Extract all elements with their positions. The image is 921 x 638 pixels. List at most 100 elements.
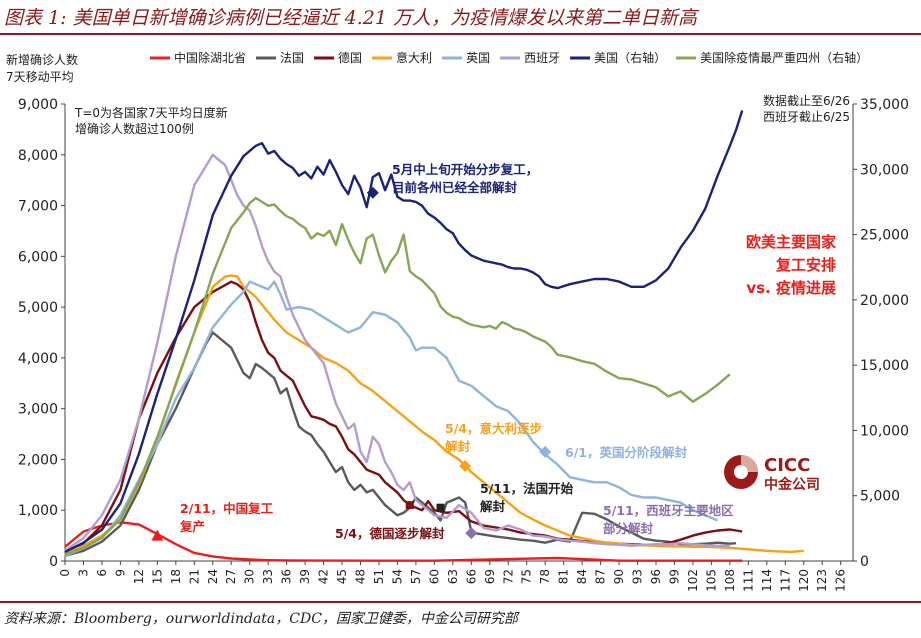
line-chart: 0 1,000 2,000 3,000 4,000 5,000 6,000 7,000 8,00… bbox=[6, 50, 909, 592]
annotation-label: 解封 bbox=[480, 499, 506, 514]
x-tick-label: 99 bbox=[667, 569, 681, 584]
legend-label: 中国除湖北省 bbox=[174, 50, 246, 65]
x-tick-label: 21 bbox=[187, 569, 201, 584]
x-tick-label: 81 bbox=[557, 569, 571, 584]
x-tick-label: 117 bbox=[778, 569, 792, 592]
annotation-label: 5/11，西班牙主要地区 bbox=[603, 503, 734, 518]
side-note: vs. 疫情进展 bbox=[746, 279, 836, 297]
x-tick-label: 57 bbox=[409, 569, 423, 584]
x-tick-label: 18 bbox=[169, 569, 183, 584]
x-tick-label: 51 bbox=[372, 569, 386, 584]
y-left-tick-label: 9,000 bbox=[18, 97, 58, 113]
annotation-label: 5/4，德国逐步解封 bbox=[335, 526, 445, 541]
x-tick-label: 45 bbox=[335, 569, 349, 584]
annotation-marker bbox=[459, 460, 472, 473]
y-left-tick-label: 3,000 bbox=[18, 402, 58, 418]
x-tick-label: 15 bbox=[150, 569, 164, 584]
x-tick-label: 63 bbox=[446, 569, 460, 584]
x-tick-label: 0 bbox=[58, 569, 72, 577]
data-cutoff-note: 西班牙截止6/25 bbox=[763, 110, 850, 124]
y-right-tick-label: 10,000 bbox=[860, 423, 909, 439]
y-right-tick-label: 35,000 bbox=[860, 97, 909, 113]
x-tick-label: 3 bbox=[76, 569, 90, 577]
x-tick-label: 108 bbox=[723, 569, 737, 592]
y-left-tick-label: 2,000 bbox=[18, 452, 58, 468]
x-tick-label: 123 bbox=[815, 569, 829, 592]
x-tick-label: 30 bbox=[243, 569, 257, 584]
source-rule bbox=[0, 601, 921, 603]
x-tick-label: 69 bbox=[483, 569, 497, 584]
start-note: T=0为各国家7天平均日度新 bbox=[74, 105, 228, 120]
annotation-label: 5/4，意大利逐步 bbox=[445, 421, 542, 436]
y-left-tick-label: 1,000 bbox=[18, 503, 58, 519]
x-tick-label: 27 bbox=[224, 569, 238, 584]
x-tick-label: 78 bbox=[538, 569, 552, 584]
series-line bbox=[64, 280, 719, 558]
x-tick-label: 12 bbox=[132, 569, 146, 584]
series-line bbox=[64, 110, 744, 553]
x-tick-label: 111 bbox=[741, 569, 755, 592]
x-tick-label: 120 bbox=[797, 569, 811, 592]
x-tick-label: 105 bbox=[704, 569, 718, 592]
side-note: 复工安排 bbox=[775, 256, 836, 274]
legend-label: 意大利 bbox=[396, 50, 432, 65]
y-left-tick-label: 8,000 bbox=[18, 148, 58, 164]
x-tick-label: 6 bbox=[95, 569, 109, 577]
y-right-tick-label: 20,000 bbox=[860, 293, 909, 309]
annotation-marker bbox=[436, 503, 445, 512]
logo-text: CICC bbox=[764, 455, 810, 476]
title-rule bbox=[0, 33, 921, 35]
legend-label: 美国除疫情最严重四州（右轴） bbox=[700, 50, 868, 65]
x-tick-label: 24 bbox=[206, 569, 220, 584]
logo-icon-inner bbox=[734, 465, 748, 479]
x-tick-label: 96 bbox=[649, 569, 663, 584]
y-right-tick-label: 30,000 bbox=[860, 162, 909, 178]
annotation-label: 5/11，法国开始 bbox=[480, 481, 574, 496]
annotation-label: 部分解封 bbox=[603, 521, 654, 536]
x-tick-label: 39 bbox=[298, 569, 312, 584]
y-right-tick-label: 5,000 bbox=[860, 489, 900, 505]
y-right-tick-label: 15,000 bbox=[860, 358, 909, 374]
x-tick-label: 33 bbox=[261, 569, 275, 584]
x-tick-label: 102 bbox=[686, 569, 700, 592]
logo-icon-segment bbox=[741, 455, 758, 472]
annotation-label: 5月中上旬开始分步复工， bbox=[392, 162, 538, 177]
data-cutoff-note: 数据截止至6/26 bbox=[763, 93, 850, 108]
x-tick-label: 75 bbox=[520, 569, 534, 584]
annotation-marker bbox=[405, 501, 414, 510]
x-tick-label: 126 bbox=[834, 569, 848, 592]
annotation-label: 6/1，英国分阶段解封 bbox=[565, 445, 687, 460]
legend-label: 英国 bbox=[466, 51, 490, 65]
x-tick-label: 72 bbox=[501, 569, 515, 584]
logo-subtext: 中金公司 bbox=[764, 476, 820, 493]
series-line bbox=[64, 153, 730, 552]
annotation-label: 目前各州已经全部解封 bbox=[392, 180, 518, 195]
x-tick-label: 84 bbox=[575, 569, 589, 584]
x-tick-label: 87 bbox=[594, 569, 608, 584]
y-left-axis-label: 新增确诊人数 bbox=[6, 52, 78, 67]
annotation-marker bbox=[539, 445, 552, 458]
y-left-tick-label: 6,000 bbox=[18, 249, 58, 265]
annotation-marker bbox=[366, 186, 379, 199]
y-left-tick-label: 7,000 bbox=[18, 199, 58, 215]
annotation-label: 解封 bbox=[445, 439, 471, 454]
x-tick-label: 54 bbox=[390, 569, 404, 584]
legend-label: 法国 bbox=[280, 51, 304, 65]
x-tick-label: 48 bbox=[354, 569, 368, 584]
annotation-label: 2/11，中国复工 bbox=[180, 501, 274, 516]
y-left-tick-label: 0 bbox=[49, 554, 58, 570]
x-tick-label: 36 bbox=[280, 569, 294, 584]
y-left-tick-label: 5,000 bbox=[18, 300, 58, 316]
x-tick-label: 114 bbox=[760, 569, 774, 592]
annotation-label: 复产 bbox=[179, 519, 205, 534]
x-tick-label: 93 bbox=[631, 569, 645, 584]
x-tick-label: 9 bbox=[113, 569, 127, 577]
x-tick-label: 60 bbox=[427, 569, 441, 584]
side-note: 欧美主要国家 bbox=[746, 233, 836, 251]
annotation-marker bbox=[465, 527, 478, 540]
series-line bbox=[64, 196, 731, 556]
y-right-tick-label: 25,000 bbox=[860, 228, 909, 244]
y-left-axis-label: 7天移动平均 bbox=[6, 70, 74, 84]
chart-title: 图表 1: 美国单日新增确诊病例已经逼近 4.21 万人，为疫情爆发以来第二单日… bbox=[4, 7, 697, 29]
start-note: 增确诊人数超过100例 bbox=[75, 121, 194, 136]
